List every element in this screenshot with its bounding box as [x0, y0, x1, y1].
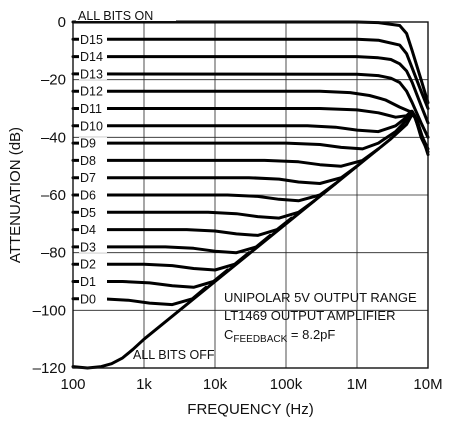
x-tick-label: 1k: [136, 376, 152, 393]
label-mask: [79, 275, 107, 288]
label-mask: [79, 292, 107, 305]
x-axis-label: FREQUENCY (Hz): [187, 401, 313, 418]
label-mask: [79, 137, 107, 150]
label-mask: [79, 50, 107, 63]
label-mask: [79, 85, 107, 98]
series-label-all-bits-on: ALL BITS ON: [78, 9, 153, 23]
x-tick-label: 1M: [347, 376, 368, 393]
label-mask: [79, 102, 107, 115]
annotation-line-3: CFEEDBACK = 8.2pF: [224, 327, 335, 345]
series-line-d5: [71, 199, 316, 220]
annotation-block: UNIPOLAR 5V OUTPUT RANGE LT1469 OUTPUT A…: [224, 290, 417, 345]
y-tick-label: 0: [58, 14, 66, 31]
curves: [71, 20, 430, 370]
series-label-d7: D7: [80, 171, 96, 185]
y-tick-label: –60: [41, 187, 66, 204]
annotation-c: C: [224, 327, 233, 342]
series-label-d12: D12: [80, 85, 103, 99]
plot-frame: [72, 21, 429, 369]
label-mask: [79, 119, 107, 132]
label-mask: [79, 223, 107, 236]
label-mask: [79, 33, 107, 46]
curve-labels: ALL BITS ON D15 D14 D13 D12 D11 D10 D9 D8 D7 D6 D5 D…: [73, 9, 215, 362]
y-tick-label: –80: [41, 245, 66, 262]
series-line-d6: [71, 182, 338, 203]
series-line-d14: [71, 55, 430, 125]
annotation-line-1: UNIPOLAR 5V OUTPUT RANGE: [224, 290, 417, 305]
label-mask: [76, 9, 176, 21]
annotation-value: = 8.2pF: [287, 327, 335, 342]
series-label-d3: D3: [80, 240, 96, 254]
series-label-d5: D5: [80, 206, 96, 220]
series-label-d10: D10: [80, 119, 103, 133]
series-line-all-bits-off: [71, 112, 414, 370]
series-label-d1: D1: [80, 275, 96, 289]
series-line-d15: [71, 37, 430, 110]
series-line-d8: [71, 147, 380, 168]
series-label-all-bits-off: ALL BITS OFF: [133, 348, 215, 362]
label-mask: [79, 67, 107, 80]
series-label-d2: D2: [80, 258, 96, 272]
series-label-d6: D6: [80, 189, 96, 203]
series-line-d12: [71, 89, 430, 151]
label-mask: [79, 206, 107, 219]
label-mask: [79, 258, 107, 271]
series-label-d8: D8: [80, 154, 96, 168]
series-label-d9: D9: [80, 137, 96, 151]
x-tick-label: 10M: [413, 376, 442, 393]
series-label-d14: D14: [80, 50, 103, 64]
series-line-d13: [71, 72, 430, 139]
label-mask: [79, 189, 107, 201]
series-line-d10: [71, 109, 430, 157]
y-tick-label: –100: [33, 302, 66, 319]
annotation-sub: FEEDBACK: [233, 334, 287, 345]
x-tick-label: 100: [60, 376, 85, 393]
annotation-line-2: LT1469 OUTPUT AMPLIFIER: [224, 308, 395, 323]
series-label-d15: D15: [80, 33, 103, 47]
x-tick-label: 100k: [270, 376, 303, 393]
series-label-d11: D11: [80, 102, 102, 116]
label-mask: [79, 154, 107, 167]
y-tick-label: –120: [33, 360, 66, 377]
y-tick-label: –20: [41, 72, 66, 89]
y-axis-label: ATTENUATION (dB): [7, 127, 24, 263]
y-tick-label: –40: [41, 129, 66, 146]
series-label-d4: D4: [80, 223, 96, 237]
label-mask: [79, 240, 107, 253]
series-label-d0: D0: [80, 292, 96, 306]
series-label-d13: D13: [80, 67, 103, 81]
tick-labels: 100 1k 10k 100k 1M 10M 0 –20 –40 –60 –80 –100 –120: [33, 14, 443, 393]
label-mask: [79, 171, 107, 184]
series-line-d9: [71, 111, 414, 151]
x-tick-label: 10k: [203, 376, 228, 393]
